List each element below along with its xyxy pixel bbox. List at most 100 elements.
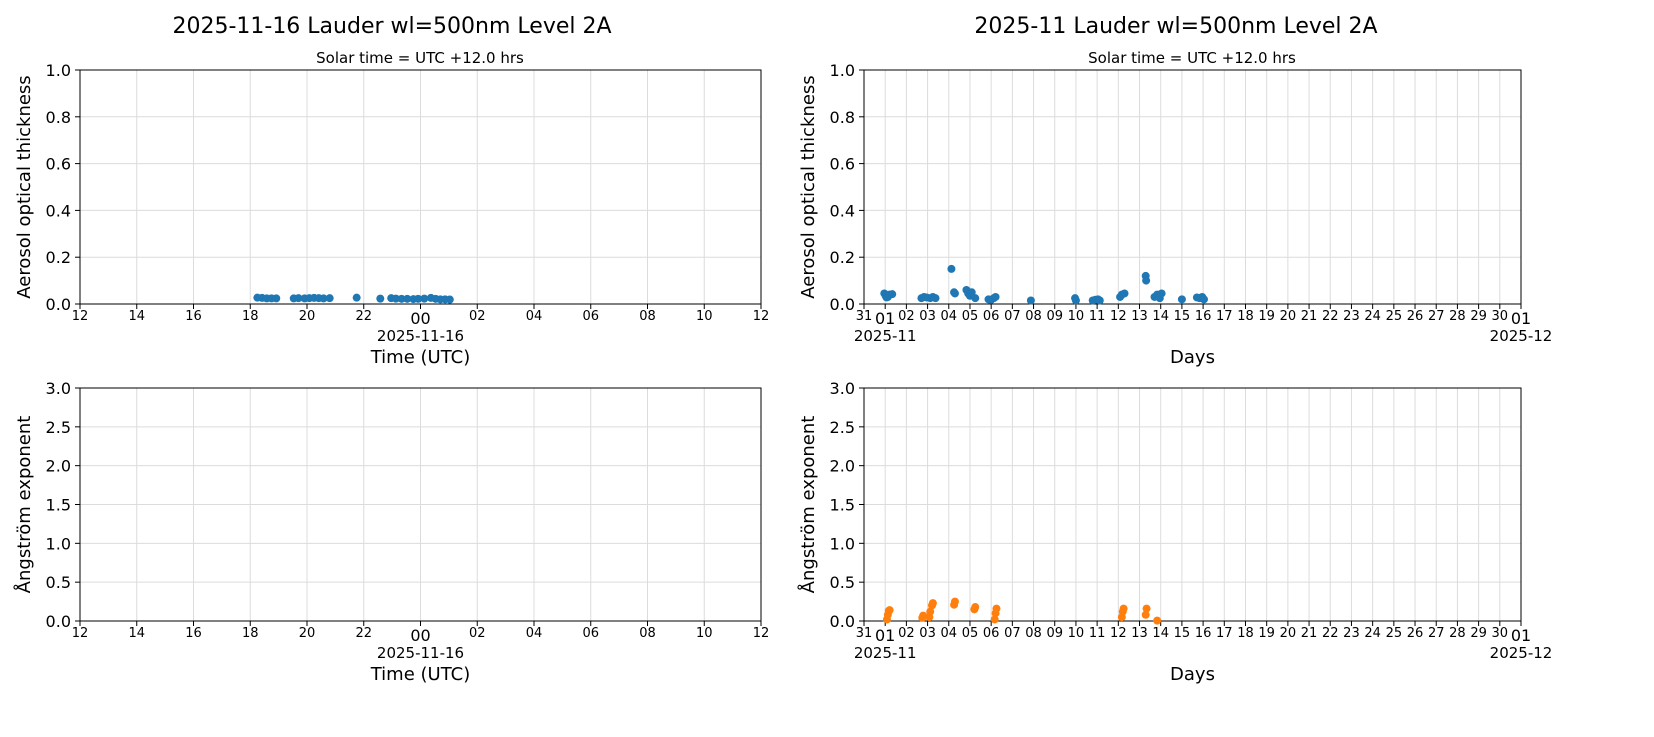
panel4-x-tick-label: 06: [983, 626, 1000, 641]
panel4-x-tick-label: 11: [1089, 626, 1106, 641]
panel4-x-tick-label: 08: [1025, 626, 1042, 641]
panel3-y-tick-label: 0.0: [46, 612, 71, 631]
panel2-data-point: [1071, 296, 1080, 305]
right-title: 2025-11 Lauder wl=500nm Level 2A: [974, 14, 1377, 39]
panel4-x-tick-label: 17: [1216, 626, 1233, 641]
panel4-x-tick-label: 15: [1174, 626, 1191, 641]
panel2-x-tick-label: 02: [898, 309, 915, 324]
panel2-x-tick-label: 14: [1152, 309, 1169, 324]
panel2-y-tick-label: 0.8: [830, 108, 855, 127]
panel2-data-point: [1095, 296, 1104, 305]
panel1-y-axis-label: Aerosol optical thickness: [14, 75, 35, 298]
panel1-x-date-label: 2025-11-16: [377, 327, 464, 345]
panel1-x-tick-label: 18: [242, 309, 259, 324]
panel4-y-tick-label: 0.5: [830, 573, 855, 592]
panel1-data-point: [376, 294, 385, 303]
panel1-x-tick-label: 02: [469, 309, 486, 324]
panel2-x-tick-label: 23: [1343, 309, 1360, 324]
panel3-y-tick-label: 2.5: [46, 418, 71, 437]
panel2-data-point: [1199, 295, 1208, 304]
panel1-y-tick-label: 0.4: [46, 201, 71, 220]
panel3-x-tick-label: 16: [185, 626, 202, 641]
panel1-data-point: [352, 293, 361, 302]
panel4-x-tick-label: 01: [1511, 626, 1531, 645]
left-title: 2025-11-16 Lauder wl=500nm Level 2A: [172, 14, 611, 39]
panel4-x-tick-label: 13: [1131, 626, 1148, 641]
panel1-x-axis-label: Time (UTC): [370, 347, 471, 368]
panel4-data-point: [919, 611, 928, 620]
panel1-x-tick-label: 22: [355, 309, 372, 324]
panel2-x-tick-label: 27: [1428, 309, 1445, 324]
panel1-x-tick-label: 14: [128, 309, 145, 324]
panel4-x-tick-label: 23: [1343, 626, 1360, 641]
panel4-x-tick-label: 31: [856, 626, 873, 641]
panel4-x-tick-label: 28: [1449, 626, 1466, 641]
panel2-data-point: [1142, 276, 1151, 285]
panel1-y-tick-label: 0.6: [46, 155, 71, 174]
panel4-y-tick-label: 1.0: [830, 534, 855, 553]
panel4-data-point: [1142, 604, 1151, 613]
panel2-y-tick-label: 0.6: [830, 155, 855, 174]
panel4-x-tick-label: 01: [875, 626, 895, 645]
panel2-axes-frame: [863, 69, 1522, 305]
panel2-x-tick-label: 24: [1364, 309, 1381, 324]
panel4-x-tick-label: 03: [919, 626, 936, 641]
panel3-y-tick-label: 1.0: [46, 534, 71, 553]
panel4-data-point: [990, 615, 999, 624]
panel2-data-point: [1120, 289, 1129, 298]
panel2-x-tick-label: 16: [1195, 309, 1212, 324]
panel3-x-tick-label: 12: [753, 626, 770, 641]
panel1-data-point: [445, 295, 454, 304]
panel2-data-point: [947, 264, 956, 273]
panel4-data-point: [992, 604, 1001, 613]
panel4-x-tick-label: 16: [1195, 626, 1212, 641]
panel2-x-tick-label: 13: [1131, 309, 1148, 324]
panel1-data-point: [319, 294, 328, 303]
panel4-data-point: [885, 606, 894, 615]
panel1-x-tick-label: 10: [696, 309, 713, 324]
panel2-data-point: [1026, 296, 1035, 305]
panel2-x-tick-label: 06: [983, 309, 1000, 324]
panel1-data-point: [294, 294, 303, 303]
panel2-x-tick-label: 11: [1089, 309, 1106, 324]
panel4-data-point: [950, 597, 959, 606]
panel1-data-point: [391, 294, 400, 303]
panel4-x-tick-label: 21: [1301, 626, 1318, 641]
panel2-x-tick-label: 21: [1301, 309, 1318, 324]
panel2-data-point: [991, 292, 1000, 301]
panel4-data-point: [1141, 610, 1150, 619]
panel4-x-tick-label: 02: [898, 626, 915, 641]
panel2-x-tick-label: 29: [1470, 309, 1487, 324]
panel2-x-axis-label: Days: [1170, 347, 1215, 368]
panel1-data-point: [397, 294, 406, 303]
panel4-y-tick-label: 2.0: [830, 457, 855, 476]
panel2-x-tick-label: 22: [1322, 309, 1339, 324]
panel2-x-date-label: 2025-11: [854, 327, 917, 345]
panel4-x-tick-label: 24: [1364, 626, 1381, 641]
panel4-x-tick-label: 27: [1428, 626, 1445, 641]
panel2-data-point: [950, 289, 959, 298]
panel3-x-tick-label: 04: [526, 626, 543, 641]
panel1-y-tick-label: 0.2: [46, 248, 71, 267]
panel3-y-tick-label: 3.0: [46, 379, 71, 398]
panel1-y-tick-label: 0.8: [46, 108, 71, 127]
panel4-data-point: [926, 607, 935, 616]
panel2-x-tick-label: 12: [1110, 309, 1127, 324]
panel3-x-tick-label: 22: [355, 626, 372, 641]
panel1-data-point: [272, 294, 281, 303]
panel4-x-tick-label: 29: [1470, 626, 1487, 641]
panel3-axes-frame: [79, 387, 762, 622]
panel3-x-date-label: 2025-11-16: [377, 644, 464, 662]
panel3-y-tick-label: 0.5: [46, 573, 71, 592]
panel3-x-tick-label: 18: [242, 626, 259, 641]
panel4-x-axis-label: Days: [1170, 664, 1215, 685]
panel2-x-tick-label: 15: [1174, 309, 1191, 324]
panel4-x-tick-label: 18: [1237, 626, 1254, 641]
panel2-x-tick-label: 07: [1004, 309, 1021, 324]
panel2-data-point: [971, 294, 980, 303]
panel2-y-axis-label: Aerosol optical thickness: [798, 75, 819, 298]
panel4-x-date-label: 2025-11: [854, 644, 917, 662]
panel3-x-tick-label: 06: [582, 626, 599, 641]
panel2-x-tick-label: 17: [1216, 309, 1233, 324]
